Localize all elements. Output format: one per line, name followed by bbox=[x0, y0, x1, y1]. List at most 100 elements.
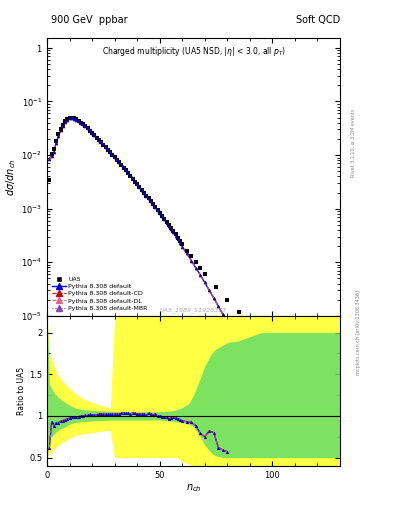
Point bbox=[314, 474, 321, 482]
Point bbox=[148, 197, 154, 205]
Point bbox=[100, 410, 107, 418]
Point bbox=[121, 409, 127, 417]
Point bbox=[66, 414, 73, 422]
Point bbox=[105, 410, 111, 418]
Point bbox=[143, 191, 149, 200]
Point bbox=[66, 114, 73, 122]
Point bbox=[46, 443, 53, 452]
Point bbox=[177, 239, 183, 247]
Point bbox=[161, 216, 167, 224]
Point bbox=[78, 412, 84, 420]
Point bbox=[109, 410, 116, 418]
Point bbox=[114, 156, 120, 164]
Point bbox=[224, 318, 230, 327]
Point bbox=[100, 410, 107, 418]
Point bbox=[51, 422, 57, 430]
Point bbox=[154, 206, 161, 214]
Point bbox=[127, 410, 134, 418]
Point bbox=[163, 413, 170, 421]
Point bbox=[193, 258, 199, 266]
Point bbox=[235, 336, 242, 345]
Point bbox=[69, 413, 75, 421]
Point bbox=[91, 131, 97, 139]
Point bbox=[89, 129, 95, 137]
Point bbox=[84, 411, 91, 419]
Point bbox=[107, 410, 113, 418]
Point bbox=[220, 446, 226, 454]
Point bbox=[139, 410, 145, 418]
Point bbox=[114, 155, 120, 163]
Point bbox=[66, 414, 73, 422]
Point bbox=[51, 148, 57, 156]
Point bbox=[96, 410, 102, 418]
Point bbox=[159, 211, 165, 220]
Point bbox=[69, 413, 75, 421]
Point bbox=[188, 418, 195, 426]
Point bbox=[314, 474, 321, 482]
Point bbox=[105, 145, 111, 153]
Point bbox=[157, 209, 163, 218]
Point bbox=[57, 126, 64, 134]
Point bbox=[202, 279, 208, 287]
Point bbox=[60, 416, 66, 424]
Point bbox=[197, 264, 204, 272]
Point bbox=[235, 336, 242, 345]
Point bbox=[105, 145, 111, 153]
Point bbox=[130, 409, 136, 417]
Point bbox=[73, 115, 79, 123]
Point bbox=[173, 230, 179, 238]
Point bbox=[123, 165, 129, 174]
Point bbox=[148, 197, 154, 205]
Point bbox=[62, 118, 68, 126]
Point bbox=[173, 414, 179, 422]
Point bbox=[193, 421, 199, 430]
Point bbox=[51, 148, 57, 156]
Point bbox=[64, 116, 71, 124]
Point bbox=[112, 153, 118, 161]
Point bbox=[114, 155, 120, 163]
Point bbox=[130, 409, 136, 417]
Point bbox=[206, 427, 213, 435]
Point bbox=[202, 279, 208, 287]
Point bbox=[193, 421, 199, 430]
Point bbox=[94, 411, 100, 419]
Point bbox=[174, 235, 181, 243]
Point bbox=[143, 411, 149, 419]
Point bbox=[132, 178, 138, 186]
Point bbox=[247, 355, 253, 364]
Point bbox=[206, 427, 213, 435]
Point bbox=[87, 410, 93, 418]
Point bbox=[184, 418, 190, 426]
Point bbox=[78, 118, 84, 126]
Point bbox=[96, 135, 102, 143]
Point bbox=[51, 422, 57, 430]
Point bbox=[100, 141, 107, 149]
Point bbox=[197, 430, 204, 438]
Point bbox=[134, 180, 140, 188]
Point bbox=[136, 183, 143, 191]
Point bbox=[220, 310, 226, 318]
Point bbox=[87, 126, 93, 134]
Point bbox=[105, 145, 111, 153]
Point bbox=[98, 138, 105, 146]
Point bbox=[94, 133, 100, 141]
Point bbox=[150, 200, 156, 208]
Point bbox=[188, 257, 195, 265]
Point bbox=[148, 197, 154, 205]
Point bbox=[57, 124, 64, 133]
Point bbox=[177, 239, 183, 247]
Point bbox=[224, 318, 230, 327]
Point bbox=[170, 413, 176, 421]
Point bbox=[173, 414, 179, 422]
Point bbox=[107, 148, 113, 156]
Point bbox=[141, 410, 147, 418]
Point bbox=[64, 415, 71, 423]
Point bbox=[103, 410, 109, 418]
Y-axis label: Ratio to UA5: Ratio to UA5 bbox=[17, 367, 26, 415]
Point bbox=[94, 411, 100, 419]
Point bbox=[107, 148, 113, 156]
Point bbox=[82, 122, 88, 130]
Point bbox=[148, 197, 154, 205]
Point bbox=[91, 411, 97, 419]
Point bbox=[152, 203, 158, 211]
